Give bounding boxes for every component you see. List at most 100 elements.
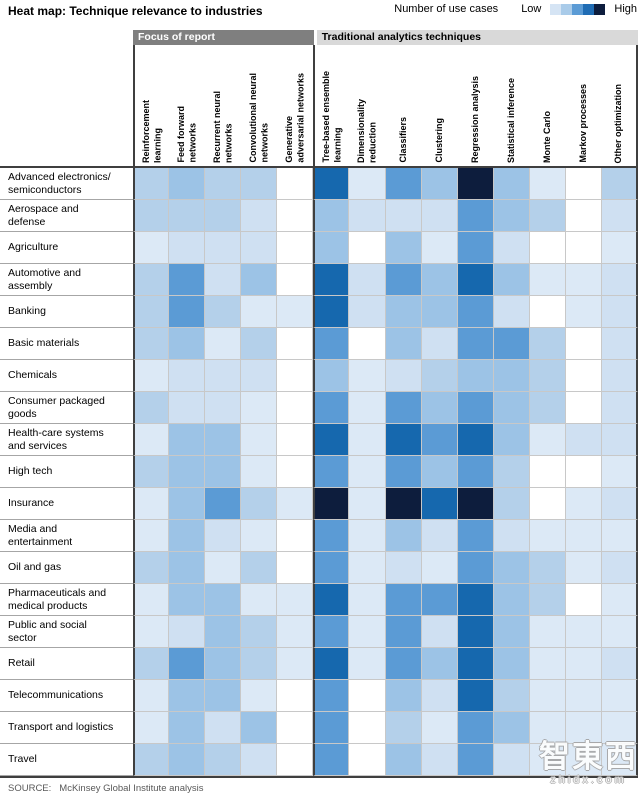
heatmap-cell bbox=[349, 360, 386, 392]
heatmap-cell bbox=[133, 552, 170, 584]
heatmap-cell bbox=[133, 520, 170, 552]
heatmap-cell bbox=[421, 744, 458, 776]
heatmap-cell bbox=[133, 360, 170, 392]
row-label: Automotive and assembly bbox=[0, 264, 133, 296]
heatmap-cell bbox=[565, 648, 602, 680]
legend-swatch bbox=[561, 3, 573, 15]
row-label: Travel bbox=[0, 744, 133, 776]
column-header-label: Markov processes bbox=[578, 84, 589, 163]
heatmap-cell bbox=[205, 744, 242, 776]
heatmap-cell bbox=[529, 584, 566, 616]
heatmap-cell bbox=[385, 616, 422, 648]
heatmap-cell bbox=[565, 744, 602, 776]
heatmap-cell bbox=[313, 168, 350, 200]
heatmap-cell bbox=[493, 168, 530, 200]
heatmap-cell bbox=[493, 520, 530, 552]
heatmap-cell bbox=[421, 232, 458, 264]
heatmap-cell bbox=[601, 360, 638, 392]
heatmap-cell bbox=[493, 712, 530, 744]
row-label: Public and social sector bbox=[0, 616, 133, 648]
column-header-label: Other optimization bbox=[613, 83, 624, 164]
heatmap-cell bbox=[169, 424, 206, 456]
heatmap-cell bbox=[133, 680, 170, 712]
heatmap-cell bbox=[133, 648, 170, 680]
heatmap-cell bbox=[205, 456, 242, 488]
heatmap-cell bbox=[457, 456, 494, 488]
heatmap-cell bbox=[277, 584, 314, 616]
heatmap-cell bbox=[601, 520, 638, 552]
row-label: Chemicals bbox=[0, 360, 133, 392]
heatmap-cell bbox=[205, 424, 242, 456]
heatmap-cell bbox=[241, 488, 278, 520]
heatmap-cell bbox=[529, 520, 566, 552]
heatmap-cell bbox=[529, 648, 566, 680]
heatmap-cell bbox=[601, 424, 638, 456]
heatmap-cell bbox=[529, 712, 566, 744]
heatmap-cell bbox=[241, 744, 278, 776]
heatmap-cell bbox=[457, 520, 494, 552]
heatmap-cell bbox=[349, 744, 386, 776]
heatmap-cell bbox=[385, 328, 422, 360]
heatmap-cell bbox=[277, 232, 314, 264]
heatmap-cell bbox=[241, 360, 278, 392]
heatmap-cell bbox=[241, 424, 278, 456]
row-label: Aerospace and defense bbox=[0, 200, 133, 232]
heatmap-cell bbox=[241, 712, 278, 744]
heatmap-cell bbox=[601, 296, 638, 328]
heatmap-cell bbox=[601, 168, 638, 200]
heatmap-cell bbox=[493, 584, 530, 616]
heatmap-cell bbox=[385, 392, 422, 424]
column-header-cell: Convolutional neural networks bbox=[241, 45, 277, 166]
column-header-label: Generative adversarial networks bbox=[284, 73, 306, 163]
heatmap-cell bbox=[349, 328, 386, 360]
heatmap-cell bbox=[241, 456, 278, 488]
heatmap-cell bbox=[313, 584, 350, 616]
row-label: Transport and logistics bbox=[0, 712, 133, 744]
heatmap-cell bbox=[493, 744, 530, 776]
heatmap-cell bbox=[133, 424, 170, 456]
heatmap-cell bbox=[205, 328, 242, 360]
heatmap-cell bbox=[565, 168, 602, 200]
heatmap-cell bbox=[349, 616, 386, 648]
heatmap-cell bbox=[169, 360, 206, 392]
heatmap-cell bbox=[277, 744, 314, 776]
heatmap-cell bbox=[241, 264, 278, 296]
heatmap-cell bbox=[529, 680, 566, 712]
heatmap-cell bbox=[205, 232, 242, 264]
heatmap-cell bbox=[493, 424, 530, 456]
heatmap-cell bbox=[493, 232, 530, 264]
column-header-cell: Generative adversarial networks bbox=[277, 45, 313, 166]
heatmap-cell bbox=[457, 392, 494, 424]
heatmap-cell bbox=[241, 200, 278, 232]
heatmap-cell bbox=[205, 392, 242, 424]
row-label: Retail bbox=[0, 648, 133, 680]
heatmap-cell bbox=[421, 264, 458, 296]
heatmap-cell bbox=[313, 712, 350, 744]
column-header-cell: Classifiers bbox=[386, 45, 422, 166]
heatmap-cell bbox=[133, 168, 170, 200]
heatmap-cell bbox=[529, 360, 566, 392]
row-label: High tech bbox=[0, 456, 133, 488]
heatmap-cell bbox=[565, 552, 602, 584]
heatmap-cell bbox=[205, 360, 242, 392]
heatmap-cell bbox=[241, 616, 278, 648]
row-label: Health-care systems and services bbox=[0, 424, 133, 456]
row-label: Agriculture bbox=[0, 232, 133, 264]
heatmap-cell bbox=[457, 552, 494, 584]
heatmap-cell bbox=[313, 264, 350, 296]
heatmap-cell bbox=[349, 456, 386, 488]
heatmap-cell bbox=[169, 520, 206, 552]
heatmap-cell bbox=[205, 488, 242, 520]
heatmap-cell bbox=[529, 264, 566, 296]
heatmap-cell bbox=[493, 456, 530, 488]
heatmap-cell bbox=[565, 680, 602, 712]
heatmap-cell bbox=[205, 616, 242, 648]
column-header-cell: Markov processes bbox=[566, 45, 602, 166]
heatmap-cell bbox=[349, 712, 386, 744]
heatmap-cell bbox=[385, 360, 422, 392]
heatmap-cell bbox=[457, 232, 494, 264]
heatmap-cell bbox=[277, 488, 314, 520]
heatmap-cell bbox=[493, 296, 530, 328]
legend-low-label: Low bbox=[521, 3, 542, 15]
heatmap-cell bbox=[133, 200, 170, 232]
